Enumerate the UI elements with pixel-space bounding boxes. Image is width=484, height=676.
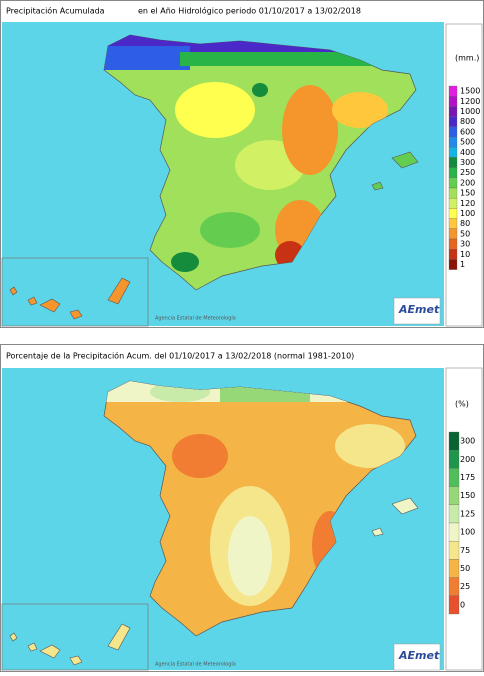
legend-swatch xyxy=(448,96,458,107)
legend-frame xyxy=(445,367,483,671)
canary-islands xyxy=(9,623,131,666)
panel: Precipitación Acumulada en el Año Hidrol… xyxy=(0,0,484,328)
legend-label: 800 xyxy=(460,117,475,126)
legend-swatch xyxy=(448,577,460,596)
balearic xyxy=(371,151,419,191)
legend-label: 100 xyxy=(460,209,475,218)
legend-label: 25 xyxy=(460,582,470,591)
logo: AEmet xyxy=(398,649,440,662)
legend-label: 300 xyxy=(460,437,475,446)
legend-label: 175 xyxy=(460,473,475,482)
legend-label: 150 xyxy=(460,491,475,500)
legend-label: 1 xyxy=(460,260,465,269)
panel: Porcentaje de la Precipitación Acum. del… xyxy=(0,344,484,672)
legend-swatch xyxy=(448,595,460,615)
legend-swatch xyxy=(448,116,458,127)
legend-label: 150 xyxy=(460,189,475,198)
legend-label: 1500 xyxy=(460,87,480,96)
legend-label: 200 xyxy=(460,178,475,187)
legend-label: 50 xyxy=(460,229,470,238)
legend-units: (mm.) xyxy=(455,54,479,63)
legend-label: 300 xyxy=(460,158,475,167)
map-title: Porcentaje de la Precipitación Acum. del… xyxy=(6,351,354,361)
legend-swatch xyxy=(448,167,458,178)
legend-label: 1200 xyxy=(460,97,480,106)
legend-label: 500 xyxy=(460,138,475,147)
legend-swatch xyxy=(448,218,458,229)
legend-swatch xyxy=(448,541,460,560)
legend-label: 400 xyxy=(460,148,475,157)
legend-swatch xyxy=(448,198,458,209)
legend-label: 30 xyxy=(460,240,470,249)
legend-label: 50 xyxy=(460,564,470,573)
legend-units: (%) xyxy=(455,400,469,409)
legend-label: 0 xyxy=(460,600,465,609)
legend-label: 80 xyxy=(460,219,470,228)
logo: AEmet xyxy=(398,303,440,316)
legend-swatch xyxy=(448,177,458,189)
legend-swatch xyxy=(448,504,460,524)
legend-label: 125 xyxy=(460,509,475,518)
logo-box xyxy=(393,643,441,671)
legend-label: 75 xyxy=(460,546,470,555)
legend-swatch xyxy=(448,431,460,451)
legend-swatch xyxy=(448,106,458,117)
legend-swatch xyxy=(448,238,458,250)
legend-swatch xyxy=(448,147,458,158)
balearic xyxy=(371,497,419,537)
legend-swatch xyxy=(448,187,458,199)
legend-label: 120 xyxy=(460,199,475,208)
legend-label: 100 xyxy=(460,528,475,537)
map-period: en el Año Hidrológico periodo 01/10/2017… xyxy=(138,6,361,16)
legend-label: 250 xyxy=(460,168,475,177)
legend-label: 600 xyxy=(460,127,475,136)
legend-swatch xyxy=(448,126,458,138)
logo-box xyxy=(393,297,441,325)
legend-label: 1000 xyxy=(460,107,480,116)
legend-swatch xyxy=(448,157,458,168)
legend-swatch xyxy=(448,259,458,270)
credit: Agencia Estatal de Meteorología xyxy=(155,315,236,322)
legend-swatch xyxy=(448,228,458,240)
legend-swatch xyxy=(448,136,458,148)
legend-swatch xyxy=(448,450,460,469)
legend-label: 10 xyxy=(460,250,470,259)
legend-swatch xyxy=(448,85,458,97)
legend-label: 200 xyxy=(460,455,475,464)
legend-swatch xyxy=(448,468,460,487)
canary-islands xyxy=(9,277,131,320)
credit: Agencia Estatal de Meteorología xyxy=(155,661,236,668)
legend-swatch xyxy=(448,559,460,578)
legend-swatch xyxy=(448,486,460,505)
legend-swatch xyxy=(448,522,460,542)
precip-zones xyxy=(104,35,416,272)
map-title: Precipitación Acumulada xyxy=(6,6,105,16)
legend-swatch xyxy=(448,249,458,260)
legend-swatch xyxy=(448,208,458,219)
